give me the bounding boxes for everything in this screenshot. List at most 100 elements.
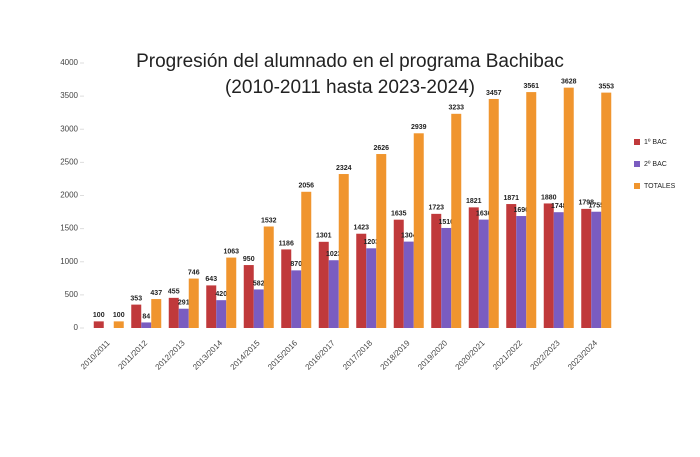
- y-tick-label: 3500: [60, 91, 78, 100]
- bar: [338, 174, 349, 328]
- value-label: 1723: [428, 205, 444, 212]
- bar: [243, 265, 254, 328]
- bar: [478, 219, 489, 328]
- bar: [356, 233, 367, 328]
- value-label: 1301: [316, 233, 332, 240]
- x-tick-label: 2016/2017: [304, 338, 337, 371]
- legend-swatch: [634, 161, 640, 167]
- bar: [488, 98, 499, 328]
- y-tick-label: 1000: [60, 257, 78, 266]
- value-label: 2056: [298, 183, 314, 190]
- value-label: 2939: [411, 124, 427, 131]
- bar: [291, 270, 302, 328]
- bar: [328, 260, 339, 328]
- x-tick-label: 2020/2021: [454, 338, 487, 371]
- value-label: 437: [150, 290, 162, 297]
- value-label: 3553: [598, 83, 614, 90]
- value-label: 1755: [588, 203, 604, 210]
- x-tick-label: 2012/2013: [154, 338, 187, 371]
- bar: [563, 87, 574, 329]
- x-tick-label: 2019/2020: [416, 338, 449, 371]
- x-tick-label: 2010/2011: [79, 338, 112, 371]
- bar: [178, 308, 189, 328]
- bar: [393, 219, 404, 328]
- value-label: 84: [142, 313, 150, 320]
- legend-swatch: [634, 139, 640, 145]
- bar: [516, 216, 527, 328]
- x-tick-label: 2022/2023: [529, 338, 562, 371]
- y-tick-label: 4000: [60, 58, 78, 67]
- chart-title: Progresión del alumnado en el programa B…: [136, 51, 564, 72]
- legend-swatch: [634, 183, 640, 189]
- bar: [216, 300, 227, 328]
- y-tick-label: 2500: [60, 157, 78, 166]
- value-label: 746: [188, 269, 200, 276]
- bar: [301, 191, 312, 328]
- value-label: 1023: [326, 251, 342, 258]
- y-tick-label: 2000: [60, 191, 78, 200]
- value-label: 1880: [541, 194, 557, 201]
- x-tick-label: 2017/2018: [341, 338, 374, 371]
- bar: [113, 321, 124, 328]
- bar: [581, 208, 592, 328]
- value-label: 100: [93, 312, 105, 319]
- x-tick-label: 2013/2014: [191, 338, 224, 371]
- bar: [451, 113, 462, 328]
- x-tick-label: 2011/2012: [116, 338, 149, 371]
- legend-label: 1º BAC: [644, 139, 667, 146]
- bar: [413, 133, 424, 328]
- legend-label: 2º BAC: [644, 161, 667, 168]
- bar: [506, 204, 517, 328]
- value-label: 420: [215, 291, 227, 298]
- bar: [253, 289, 264, 328]
- bar: [141, 322, 152, 328]
- value-label: 1636: [476, 210, 492, 217]
- bar: [366, 248, 377, 328]
- x-tick-label: 2014/2015: [229, 338, 262, 371]
- value-label: 1203: [363, 239, 379, 246]
- bar: [431, 213, 442, 328]
- bar: [263, 226, 274, 328]
- value-label: 643: [205, 276, 217, 283]
- value-label: 353: [130, 295, 142, 302]
- y-tick-label: 1500: [60, 224, 78, 233]
- x-tick-label: 2015/2016: [266, 338, 299, 371]
- bar: [168, 297, 179, 328]
- bar: [131, 304, 142, 328]
- bar: [601, 92, 612, 329]
- bar: [151, 299, 162, 328]
- value-label: 1510: [438, 219, 454, 226]
- value-label: 100: [113, 312, 125, 319]
- value-label: 1798: [578, 200, 594, 207]
- value-label: 1304: [401, 232, 417, 239]
- bar: [376, 154, 387, 328]
- value-label: 1063: [223, 248, 239, 255]
- value-label: 3457: [486, 90, 502, 97]
- bar: [441, 227, 452, 328]
- bar: [226, 257, 237, 328]
- bar: [281, 249, 292, 328]
- x-tick-label: 2018/2019: [379, 338, 412, 371]
- value-label: 1186: [279, 240, 294, 247]
- x-tick-label: 2023/2024: [566, 338, 599, 371]
- value-label: 455: [168, 289, 180, 296]
- y-tick-label: 0: [74, 323, 79, 332]
- value-label: 3233: [448, 105, 464, 112]
- bar: [93, 321, 104, 328]
- value-label: 1821: [466, 198, 482, 205]
- bar: [526, 92, 537, 329]
- bar: [403, 241, 414, 328]
- value-label: 582: [253, 280, 265, 287]
- chart-subtitle: (2010-2011 hasta 2023-2024): [225, 77, 475, 98]
- value-label: 1748: [551, 203, 567, 210]
- x-tick-label: 2021/2022: [491, 338, 524, 371]
- value-label: 1423: [353, 225, 369, 232]
- value-label: 2626: [373, 145, 389, 152]
- value-label: 1532: [261, 217, 277, 224]
- bar: [553, 212, 564, 328]
- bar: [206, 285, 217, 328]
- bar: [318, 241, 329, 328]
- bar: [543, 203, 554, 328]
- value-label: 291: [178, 300, 190, 307]
